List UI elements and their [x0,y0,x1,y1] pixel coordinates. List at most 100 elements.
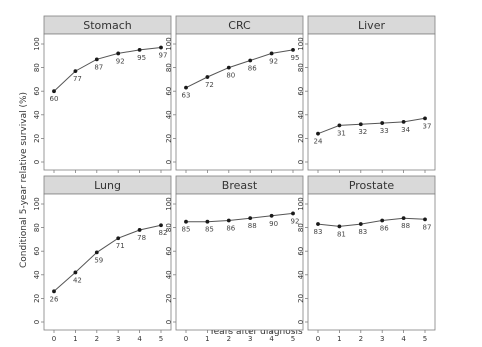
panel-title: Lung [94,179,121,192]
y-tick-label: 100 [297,197,305,210]
data-label: 86 [226,225,235,233]
data-label: 33 [380,127,389,135]
data-label: 63 [182,92,191,100]
series-line [317,117,426,135]
data-point [358,122,363,127]
data-label: 59 [94,256,103,264]
x-tick-label: 0 [52,335,56,343]
y-tick-label: 60 [165,87,173,96]
y-tick-label: 20 [33,294,41,303]
data-point [291,211,295,216]
x-tick-label: 4 [401,335,406,343]
data-point [94,57,99,62]
series-line [317,217,426,227]
y-tick-label: 40 [33,110,41,119]
data-label: 90 [269,220,278,228]
x-axis-label: Years after diagnosis [208,327,303,337]
data-point [269,213,274,218]
data-point [52,89,56,94]
panels: Stomach020406080100012345607787929597CRC… [33,15,436,343]
series-line [53,47,162,92]
panel-title: Prostate [349,179,395,192]
x-tick-label: 5 [159,335,163,343]
series-line [185,49,294,89]
y-tick-label: 100 [297,37,305,50]
y-tick-label: 0 [297,320,305,324]
y-tick-label: 40 [297,110,305,119]
data-point [316,222,320,226]
data-label: 42 [73,276,82,284]
data-label: 77 [73,75,82,83]
data-point [337,224,342,229]
y-tick-label: 60 [33,87,41,96]
y-tick-label: 80 [297,63,305,72]
x-tick-label: 3 [380,335,384,343]
x-tick-label: 5 [423,335,427,343]
panel-plot-area [175,33,304,171]
data-label: 83 [314,228,323,236]
y-tick-label: 60 [165,247,173,256]
data-point [184,85,188,90]
data-label: 88 [248,222,257,230]
panel-lung: Lung 0 20 40 60 80 100 0 1 2 3 4 5 26 42 59 71 78 82 [33,175,172,343]
x-tick-label: 5 [291,335,295,343]
x-tick-label: 2 [95,335,99,343]
data-label: 95 [137,54,146,62]
panel-liver: Liver020406080100012345243132333437 [297,15,436,183]
data-label: 80 [226,72,235,80]
y-tick-label: 40 [33,270,41,279]
data-point [401,216,406,221]
panel-breast: Breast 0 20 40 60 80 100 0 1 2 3 4 5 85 85 86 88 90 92 [165,175,304,343]
data-point [205,75,210,79]
panel-crc: CRC020406080100012345637280869295 [165,15,304,183]
data-label: 82 [159,229,168,237]
data-label: 81 [337,230,346,238]
data-point [248,58,253,63]
y-tick-label: 80 [33,223,41,232]
panel-plot-area [175,193,304,331]
data-point [248,216,253,221]
data-point [423,217,427,222]
data-label: 95 [291,54,300,62]
data-point [226,65,231,70]
data-point [358,222,363,226]
y-tick-label: 80 [33,63,41,72]
panel-prostate: Prostate 0 20 40 60 80 100 0 1 2 3 4 5 83 81 83 86 88 87 [297,175,436,343]
data-point [337,123,342,128]
y-tick-label: 60 [33,247,41,256]
data-label: 97 [159,52,168,60]
data-label: 87 [423,223,432,231]
data-label: 26 [50,295,59,303]
data-label: 92 [291,217,300,225]
data-label: 92 [116,57,125,65]
y-tick-label: 20 [297,134,305,143]
data-point [291,48,295,52]
data-point [316,131,320,136]
panel-stomach: Stomach020406080100012345607787929597 [33,15,172,183]
x-tick-label: 3 [248,335,252,343]
y-tick-label: 100 [33,197,41,210]
y-tick-label: 20 [297,294,305,303]
y-tick-label: 60 [297,247,305,256]
data-point [380,218,385,223]
panel-title: Stomach [83,19,132,32]
data-label: 24 [314,138,323,146]
x-tick-label: 4 [137,335,142,343]
y-tick-label: 100 [165,197,173,210]
y-tick-label: 80 [165,223,173,232]
data-point [205,219,210,224]
y-tick-label: 60 [297,87,305,96]
series-line [186,212,294,223]
data-point [423,116,427,121]
y-tick-label: 20 [165,294,173,303]
panel-title: Breast [222,179,258,192]
y-tick-label: 0 [33,160,41,164]
data-point [73,270,78,275]
data-label: 32 [358,128,367,136]
data-point [116,51,121,56]
data-label: 83 [358,228,367,236]
data-point [269,51,274,56]
x-tick-label: 2 [227,335,231,343]
data-label: 86 [380,225,389,233]
